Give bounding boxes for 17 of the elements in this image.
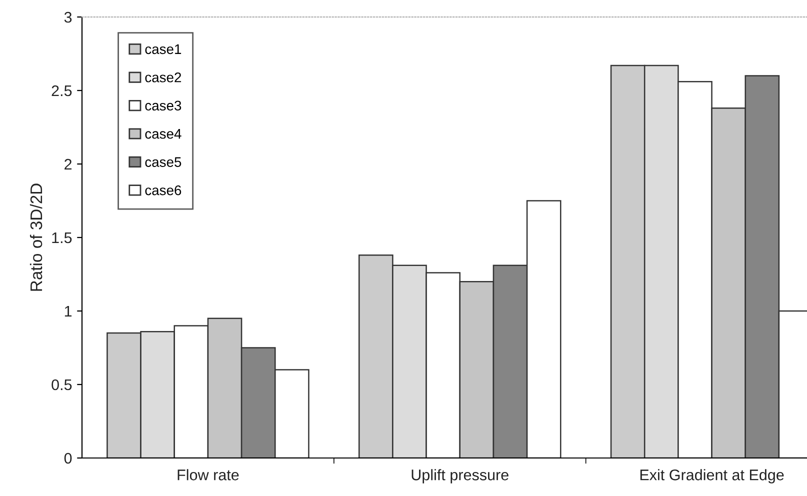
y-tick-label: 1 (64, 306, 72, 317)
x-tick-label: Flow rate (178, 469, 239, 480)
y-axis-title: Ratio of 3D/2D (30, 184, 42, 291)
y-tick-label: 3 (64, 12, 72, 23)
legend-label: case6 (145, 185, 182, 196)
legend-label: case1 (145, 44, 182, 54)
y-tick-label: 2.5 (52, 85, 72, 96)
y-tick-label: 1.5 (52, 232, 72, 244)
y-tick-label: 2 (64, 158, 72, 170)
y-tick-label: 0 (64, 452, 72, 464)
x-tick-label: Exit Gradient at Edge (640, 469, 784, 484)
legend-label: case5 (145, 157, 182, 167)
legend-label: case3 (145, 100, 182, 111)
y-tick-label: 0.5 (52, 379, 72, 390)
legend-label: case4 (145, 129, 182, 139)
legend-label: case2 (145, 72, 182, 82)
x-tick-label: Uplift pressure (412, 469, 508, 484)
